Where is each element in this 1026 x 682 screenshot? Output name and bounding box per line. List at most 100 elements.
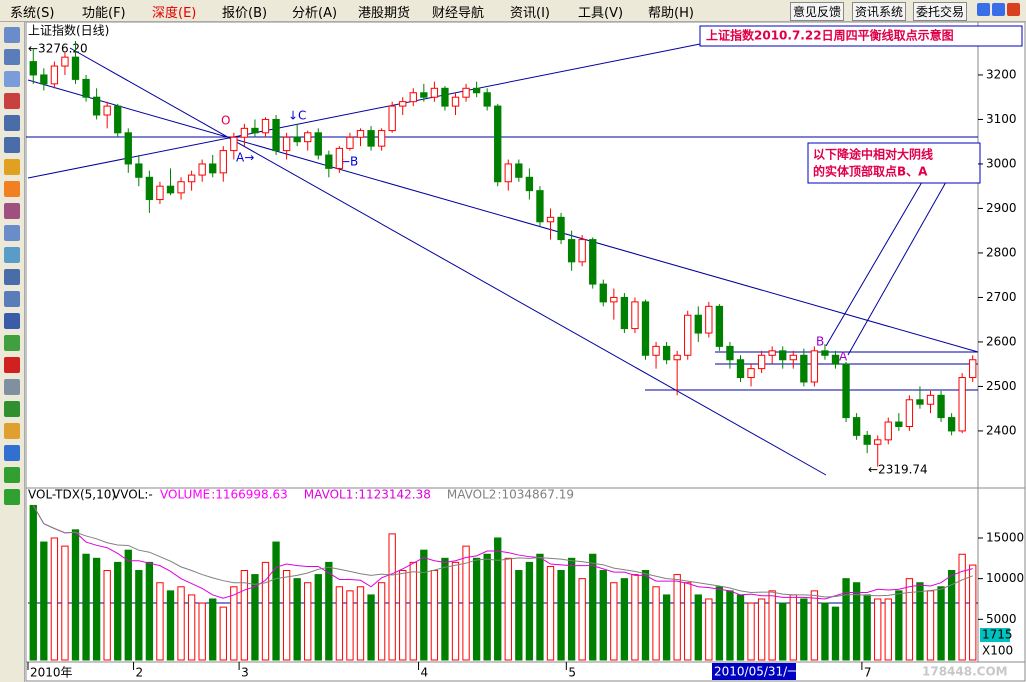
volume-bar [240,570,249,661]
candle-body [346,136,354,149]
legend-name: MAVOL2 [447,488,497,502]
menu-item[interactable]: 系统(S) [10,6,55,21]
volume-bar [346,590,354,661]
menu-item[interactable]: 分析(A) [292,6,338,21]
window-button[interactable] [977,3,990,16]
candle-body [29,61,37,76]
tool-icon[interactable] [4,357,20,373]
menu-item[interactable]: 报价(B) [222,6,268,21]
volume-bar [82,553,90,661]
volume-bar [800,598,808,661]
menu-item[interactable]: 财经导航 [432,6,485,21]
tool-icon[interactable] [4,27,20,43]
candle-body [483,92,491,107]
volume-bar [472,557,481,661]
volume-bar [198,602,206,661]
tool-icon[interactable] [4,159,20,175]
y-tick-label: 3200 [986,67,1017,81]
volume-bar [947,570,956,661]
candle-body [388,105,396,132]
tool-icon[interactable] [4,489,20,505]
volume-bar [926,590,935,661]
x-tick-label: 2010年 [30,666,73,680]
tool-icon[interactable] [4,467,20,483]
annotation: O [221,114,230,128]
tool-icon[interactable] [4,445,20,461]
menu-item[interactable]: 资讯(I) [510,6,550,21]
trend-line [27,43,701,179]
tool-icon[interactable] [4,71,20,87]
volume-bar [40,541,48,661]
candle-body [874,439,882,445]
volume-bar [895,590,903,661]
candle-body [557,216,565,241]
tool-icon[interactable] [4,115,20,131]
volume-bar [388,533,396,661]
tool-icon[interactable] [4,247,20,263]
volume-bar [399,570,407,661]
candle-body [652,345,660,356]
legend-name: VOLUME [160,488,210,502]
menu-button[interactable]: 意见反馈 [790,2,845,21]
candle-body [842,363,850,419]
volume-bar [969,564,977,661]
y-tick-label: 3000 [986,156,1017,170]
tool-icon[interactable] [4,93,20,109]
candle-body [135,163,143,178]
annotation: ←B [340,155,358,169]
menu-button[interactable]: 资讯系统 [852,2,907,21]
tool-icon[interactable] [4,313,20,329]
tool-icon[interactable] [4,401,20,417]
volume-bar [272,541,280,661]
candle-body [304,132,312,143]
candle-body [156,185,164,201]
candle-body [103,105,111,116]
volume-bar [620,578,629,661]
window-button[interactable] [1007,3,1020,16]
candle-body [282,136,291,152]
volume-bar [662,594,671,661]
tool-icon[interactable] [4,335,20,351]
volume-bar [430,570,439,661]
volume-bar [863,594,871,661]
annotation: B [816,335,824,349]
tool-icon[interactable] [4,181,20,197]
cursor-date-box [712,663,796,680]
tool-icon[interactable] [4,49,20,65]
menu-item[interactable]: 工具(V) [578,6,624,21]
candle-body [789,354,797,361]
volume-bar [219,606,227,661]
volume-bar [905,578,914,661]
candle-body [768,350,776,356]
volume-bar [103,570,111,661]
tool-icon[interactable] [4,291,20,307]
volume-bar [810,590,819,661]
tool-icon[interactable] [4,423,20,439]
y-tick-label: 2700 [986,290,1017,304]
candle-body [684,314,692,356]
menu-item[interactable]: 功能(F) [82,6,126,21]
volume-bar [578,578,586,661]
candle-body [937,394,945,419]
candle-body [536,190,544,223]
tool-icon[interactable] [4,225,20,241]
candle-body [673,354,681,361]
menu-item[interactable]: 港股期货 [358,6,411,21]
candle-body [325,154,333,169]
tool-icon[interactable] [4,203,20,219]
candle-body [863,434,871,445]
volume-bar [536,553,544,661]
volume-bar [230,586,238,661]
menu-button[interactable]: 委托交易 [913,2,968,21]
tool-icon[interactable] [4,269,20,285]
volume-bar [187,594,196,661]
menu-item[interactable]: 帮助(H) [648,6,694,21]
menu-item[interactable]: 深度(E) [152,6,197,21]
y-tick-label: 10000 [986,571,1024,585]
window-button[interactable] [992,3,1005,16]
legend-value: 1166998.63 [215,488,288,502]
tool-icon[interactable] [4,137,20,153]
volume-bar [937,586,945,661]
tool-icon[interactable] [4,379,20,395]
candle-body [610,296,618,303]
